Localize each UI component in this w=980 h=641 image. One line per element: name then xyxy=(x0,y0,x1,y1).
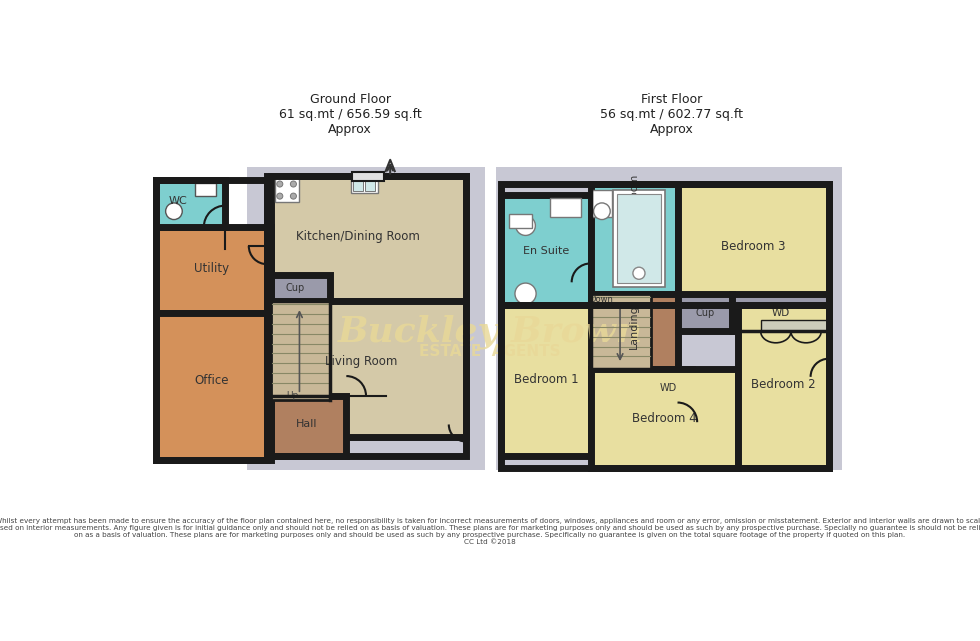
Bar xyxy=(270,301,329,399)
Text: Bedroom 3: Bedroom 3 xyxy=(721,240,785,253)
Circle shape xyxy=(166,203,182,220)
Bar xyxy=(591,294,651,369)
Bar xyxy=(760,320,829,331)
Text: WD: WD xyxy=(771,308,790,317)
Circle shape xyxy=(290,193,296,199)
Text: Down: Down xyxy=(589,296,613,304)
Text: Bathroom: Bathroom xyxy=(628,174,639,225)
Circle shape xyxy=(276,193,283,199)
Bar xyxy=(274,178,299,202)
Bar xyxy=(195,183,217,196)
Bar xyxy=(156,227,270,313)
Text: Up: Up xyxy=(286,391,298,400)
Text: WD: WD xyxy=(660,383,677,393)
Text: Landing: Landing xyxy=(628,304,639,349)
Text: ESTATE  AGENTS: ESTATE AGENTS xyxy=(419,344,561,360)
Text: Ground Floor
61 sq.mt / 656.59 sq.ft
Approx: Ground Floor 61 sq.mt / 656.59 sq.ft App… xyxy=(278,93,421,136)
Text: Buckley Brown: Buckley Brown xyxy=(337,314,643,349)
Bar xyxy=(270,395,346,456)
Circle shape xyxy=(290,181,296,187)
Text: Kitchen/Dining Room: Kitchen/Dining Room xyxy=(296,231,419,244)
Bar xyxy=(645,369,692,406)
Text: WC: WC xyxy=(170,196,188,206)
Bar xyxy=(496,167,843,470)
Text: En Suite: En Suite xyxy=(522,246,569,256)
Bar xyxy=(351,176,378,193)
Text: First Floor
56 sq.mt / 602.77 sq.ft
Approx: First Floor 56 sq.mt / 602.77 sq.ft Appr… xyxy=(600,93,743,136)
Text: Office: Office xyxy=(194,374,229,387)
Bar xyxy=(591,184,677,294)
Bar xyxy=(247,167,485,470)
Bar xyxy=(592,190,612,217)
Circle shape xyxy=(276,181,283,187)
Bar xyxy=(591,294,677,369)
Circle shape xyxy=(594,203,611,220)
Bar xyxy=(502,305,591,456)
Bar xyxy=(270,275,329,301)
Circle shape xyxy=(515,216,535,235)
Text: Utility: Utility xyxy=(194,262,229,275)
Text: Bedroom 1: Bedroom 1 xyxy=(514,372,578,386)
Bar xyxy=(551,197,581,217)
Text: Bedroom 2: Bedroom 2 xyxy=(751,378,815,391)
Text: Bedroom 4: Bedroom 4 xyxy=(631,412,696,425)
Bar xyxy=(509,214,531,228)
Bar xyxy=(502,196,591,305)
Bar xyxy=(353,179,363,191)
Text: Cup: Cup xyxy=(285,283,305,292)
Bar xyxy=(353,172,384,181)
Circle shape xyxy=(633,267,645,279)
Bar xyxy=(613,190,664,287)
Bar xyxy=(732,294,829,331)
Bar xyxy=(591,369,738,467)
Bar xyxy=(366,179,375,191)
Text: Living Room: Living Room xyxy=(325,355,398,368)
Bar xyxy=(156,313,270,460)
Bar xyxy=(270,176,466,301)
Bar xyxy=(156,180,225,227)
Circle shape xyxy=(514,283,536,304)
Text: Whilst every attempt has been made to ensure the accuracy of the floor plan cont: Whilst every attempt has been made to en… xyxy=(0,519,980,545)
Bar xyxy=(270,301,466,437)
Bar xyxy=(738,305,829,467)
Text: Cup: Cup xyxy=(695,308,714,317)
Bar xyxy=(677,294,732,331)
Bar xyxy=(617,194,661,283)
Bar xyxy=(677,184,829,309)
Text: Hall: Hall xyxy=(296,419,318,429)
